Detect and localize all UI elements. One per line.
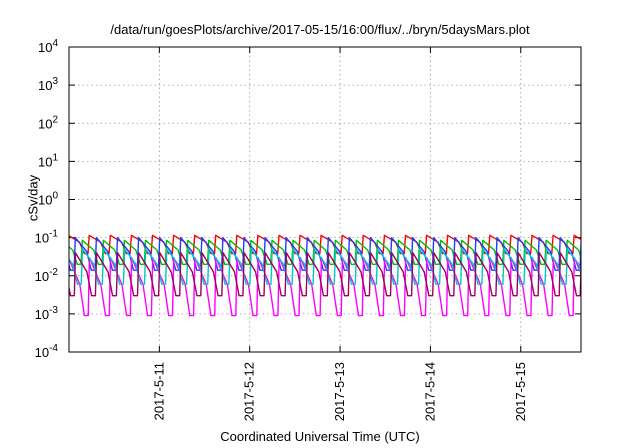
x-tick-label: 2017-5-13 — [332, 362, 347, 421]
y-tick-label-base: 10 — [35, 345, 49, 360]
y-tick-label-exponent: -3 — [49, 305, 58, 316]
y-tick-label-exponent: -4 — [49, 343, 58, 354]
y-tick-label-base: 10 — [38, 116, 52, 131]
x-tick-label: 2017-5-12 — [242, 362, 257, 421]
y-tick-label-exponent: 0 — [52, 191, 58, 202]
plot-frame — [68, 46, 582, 353]
y-tick-label: 10-1 — [35, 229, 59, 246]
y-tick-label: 104 — [38, 38, 58, 55]
x-tick-label: 2017-5-14 — [422, 362, 437, 421]
y-tick-label-base: 10 — [35, 269, 49, 284]
y-tick-label-base: 10 — [38, 193, 52, 208]
y-tick-label: 10-3 — [35, 305, 59, 322]
y-tick-label: 102 — [38, 114, 58, 131]
y-axis-label: cSv/day — [25, 174, 41, 222]
y-tick-label: 10-2 — [35, 267, 59, 284]
y-tick-label: 101 — [38, 152, 58, 169]
y-tick-label-base: 10 — [38, 154, 52, 169]
y-tick-label-base: 10 — [38, 40, 52, 55]
x-tick-label: 2017-5-11 — [151, 362, 166, 420]
x-axis-label: Coordinated Universal Time (UTC) — [220, 429, 420, 444]
y-tick-label: 100 — [38, 191, 58, 208]
series-line — [69, 252, 581, 297]
y-tick-label-exponent: 3 — [52, 76, 58, 87]
y-tick-label-base: 10 — [35, 307, 49, 322]
y-tick-label-exponent: -2 — [49, 267, 58, 278]
y-tick-label: 10-4 — [35, 343, 59, 360]
series-group — [69, 234, 581, 317]
y-tick-label-exponent: 2 — [52, 114, 58, 125]
y-tick-label-exponent: 4 — [52, 38, 58, 49]
y-tick-label-base: 10 — [35, 231, 49, 246]
chart-title: /data/run/goesPlots/archive/2017-05-15/1… — [110, 22, 530, 37]
series-line — [69, 239, 581, 265]
series-line — [69, 248, 581, 285]
x-tick-label: 2017-5-15 — [513, 362, 528, 421]
y-tick-label: 103 — [38, 76, 58, 93]
y-tick-label-base: 10 — [38, 78, 52, 93]
y-tick-label-exponent: 1 — [52, 152, 58, 163]
y-tick-label-exponent: -1 — [49, 229, 58, 240]
